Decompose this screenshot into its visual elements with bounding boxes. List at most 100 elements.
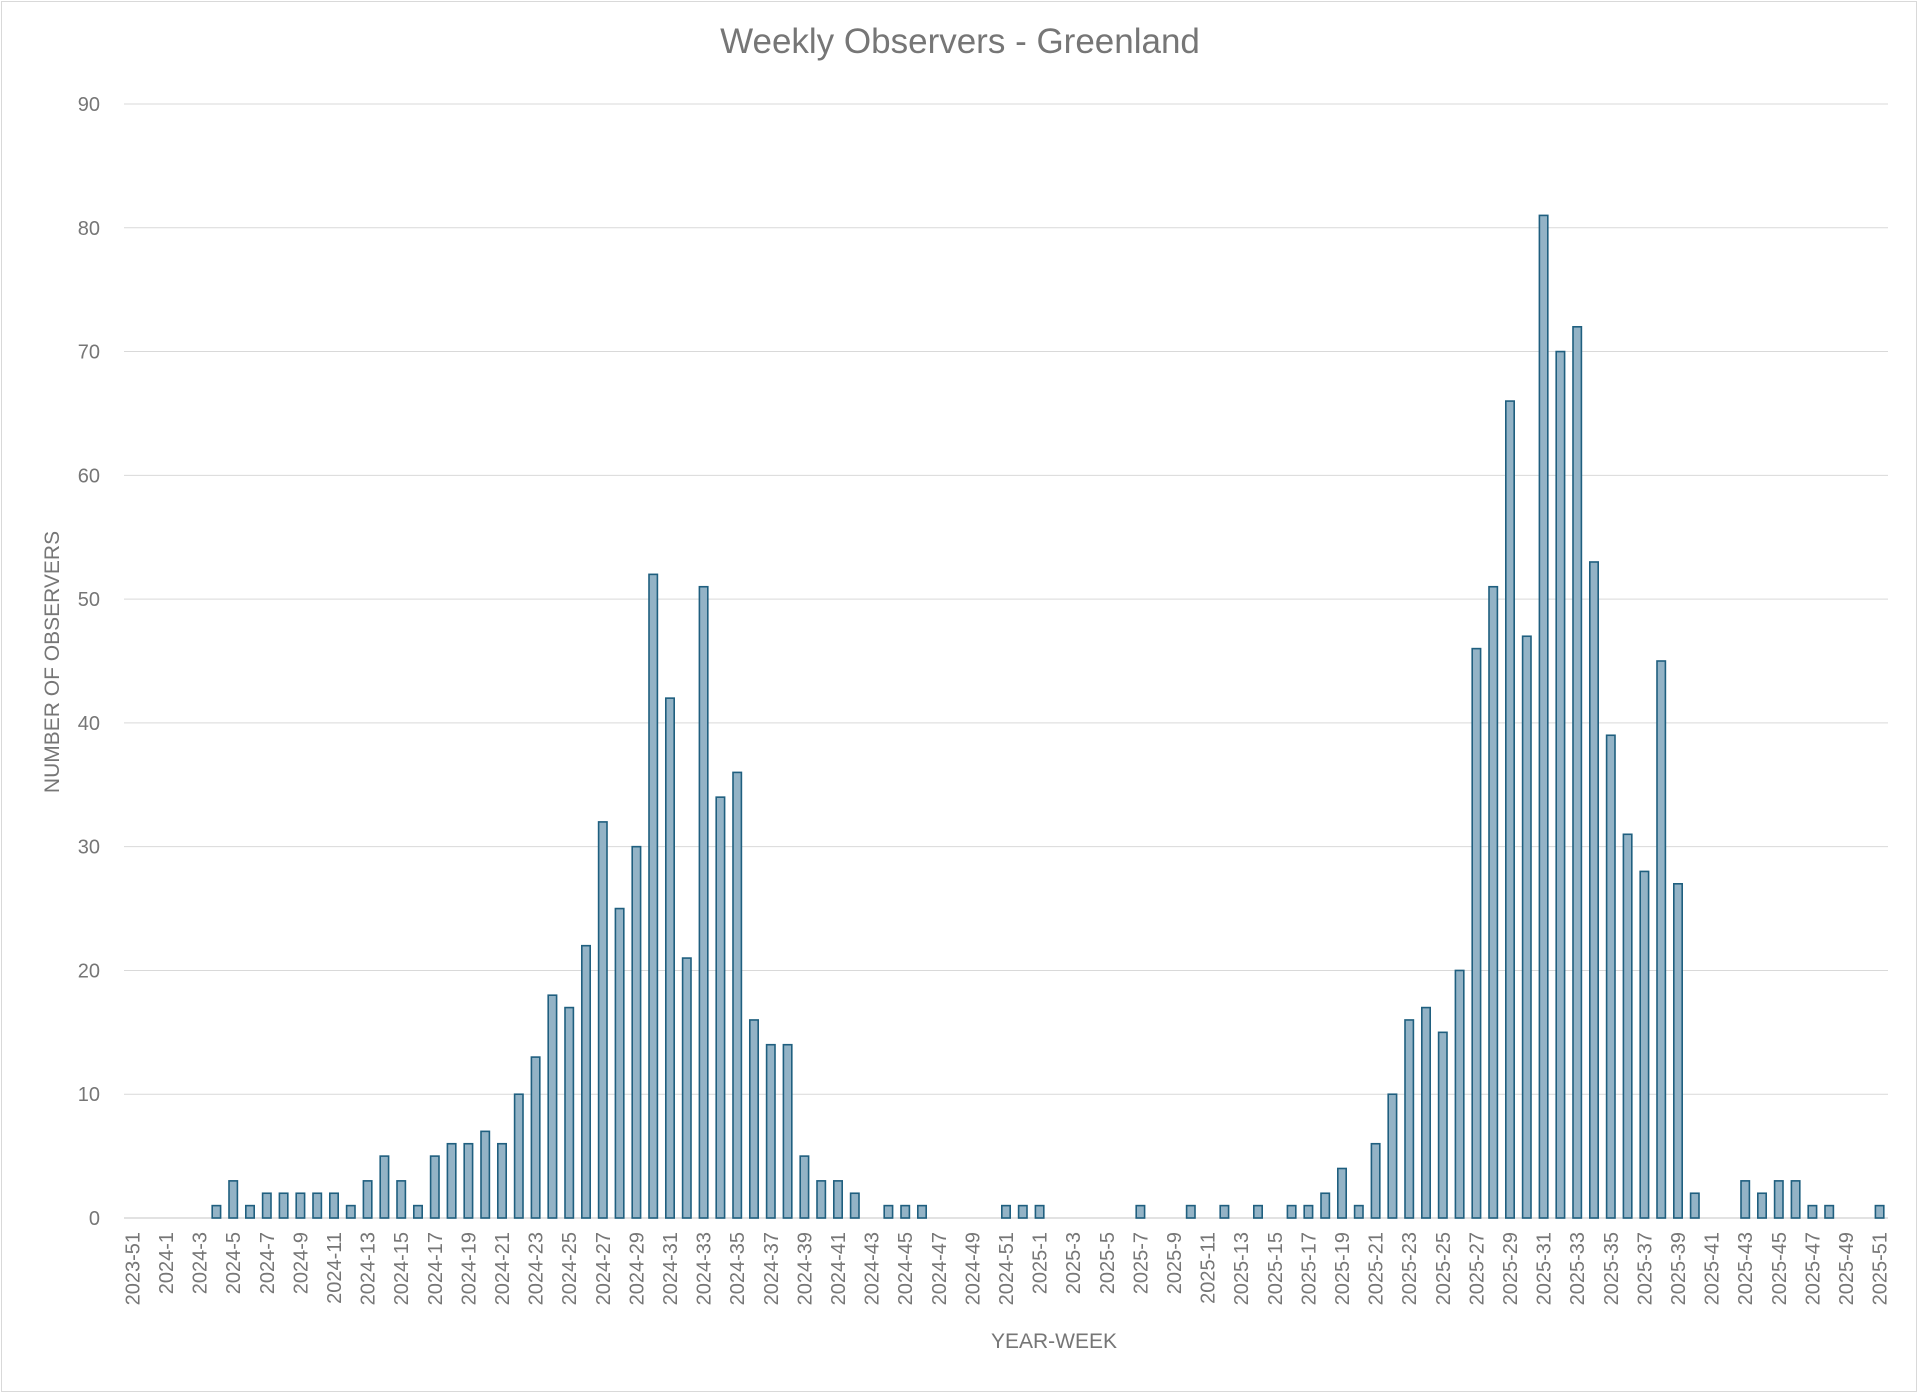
chart-title: Weekly Observers - Greenland: [720, 22, 1200, 61]
y-tick-label: 80: [78, 218, 100, 240]
bar-2025-16: [1286, 1204, 1297, 1219]
x-tick-label: 2025-35: [1601, 1232, 1623, 1305]
x-tick-label: 2025-19: [1332, 1232, 1354, 1305]
bar-2025-10: [1185, 1204, 1196, 1219]
x-tick-label: 2024-19: [458, 1232, 480, 1305]
x-tick-label: 2024-37: [761, 1232, 783, 1305]
bar-2024-42: [849, 1192, 860, 1219]
bar-2024-19: [463, 1142, 474, 1219]
bar-2024-15: [396, 1180, 407, 1219]
bar-2024-41: [832, 1180, 843, 1219]
x-tick-label: 2024-35: [727, 1232, 749, 1305]
bar-2024-20: [480, 1130, 491, 1219]
bar-2025-38: [1656, 660, 1667, 1219]
bar-2025-35: [1605, 734, 1616, 1219]
y-tick-label: 50: [78, 589, 100, 611]
bar-2024-6: [245, 1204, 256, 1219]
bar-2024-23: [530, 1056, 541, 1219]
x-tick-label: 2025-13: [1231, 1232, 1253, 1305]
bar-2024-32: [681, 957, 692, 1219]
bar-2025-37: [1639, 870, 1650, 1219]
y-tick-label: 20: [78, 960, 100, 982]
x-tick-label: 2023-51: [122, 1232, 144, 1305]
bar-2024-7: [261, 1192, 272, 1219]
x-tick-label: 2024-51: [996, 1232, 1018, 1305]
x-tick-label: 2024-29: [626, 1232, 648, 1305]
bar-2025-19: [1337, 1167, 1348, 1219]
bar-2025-47: [1807, 1204, 1818, 1219]
x-tick-label: 2024-17: [425, 1232, 447, 1305]
bar-2025-22: [1387, 1093, 1398, 1219]
x-tick-label: 2024-13: [358, 1232, 380, 1305]
x-tick-label: 2025-49: [1836, 1232, 1858, 1305]
bar-2025-28: [1488, 585, 1499, 1219]
bar-2025-36: [1622, 833, 1633, 1219]
y-tick-label: 90: [78, 94, 100, 116]
bar-2024-46: [916, 1204, 927, 1219]
bar-2024-14: [379, 1155, 390, 1219]
x-tick-label: 2025-51: [1870, 1232, 1892, 1305]
x-tick-label: 2024-15: [391, 1232, 413, 1305]
bar-2024-37: [765, 1043, 776, 1219]
bar-2024-5: [228, 1180, 239, 1219]
x-tick-label: 2024-7: [257, 1232, 279, 1294]
bar-2024-35: [732, 771, 743, 1219]
x-tick-label: 2024-47: [929, 1232, 951, 1305]
x-tick-label: 2025-37: [1634, 1232, 1656, 1305]
bar-2024-29: [631, 845, 642, 1219]
x-tick-label: 2024-9: [290, 1232, 312, 1294]
x-axis-ticks: 2023-51 2024-1 2024-3 2024-5 2024-7 2024-9 202…: [122, 1232, 1891, 1305]
bar-2024-21: [496, 1142, 507, 1219]
bar-2025-34: [1589, 561, 1600, 1219]
bar-2024-33: [698, 585, 709, 1219]
bar-2025-21: [1370, 1142, 1381, 1219]
bar-2024-11: [328, 1192, 339, 1219]
x-tick-label: 2024-33: [694, 1232, 716, 1305]
bar-2025-48: [1824, 1204, 1835, 1219]
y-tick-label: 70: [78, 342, 100, 364]
bar-2025-12: [1219, 1204, 1230, 1219]
x-tick-label: 2024-3: [190, 1232, 212, 1294]
x-tick-label: 2025-41: [1702, 1232, 1724, 1305]
y-tick-label: 10: [78, 1084, 100, 1106]
x-tick-label: 2025-29: [1500, 1232, 1522, 1305]
x-tick-label: 2025-31: [1534, 1232, 1556, 1305]
bar-2025-26: [1454, 969, 1465, 1219]
bar-2024-36: [748, 1019, 759, 1219]
bar-2024-12: [345, 1204, 356, 1219]
bar-2024-4: [211, 1204, 222, 1219]
bar-2024-39: [799, 1155, 810, 1219]
bar-2024-10: [312, 1192, 323, 1219]
bar-2024-45: [900, 1204, 911, 1219]
x-tick-label: 2025-45: [1769, 1232, 1791, 1305]
x-tick-label: 2025-39: [1668, 1232, 1690, 1305]
bar-2024-18: [446, 1142, 457, 1219]
x-tick-label: 2024-31: [660, 1232, 682, 1305]
bar-2024-13: [362, 1180, 373, 1219]
bar-2024-52: [1017, 1204, 1028, 1219]
x-tick-label: 2024-25: [559, 1232, 581, 1305]
x-tick-label: 2025-27: [1466, 1232, 1488, 1305]
bar-2025-40: [1689, 1192, 1700, 1219]
y-tick-label: 0: [89, 1208, 100, 1230]
bar-2024-28: [614, 907, 625, 1219]
x-tick-label: 2025-21: [1366, 1232, 1388, 1305]
x-tick-label: 2025-25: [1433, 1232, 1455, 1305]
x-tick-label: 2024-5: [223, 1232, 245, 1294]
bar-2025-44: [1757, 1192, 1768, 1219]
x-tick-label: 2024-41: [828, 1232, 850, 1305]
bar-2024-30: [648, 573, 659, 1219]
x-tick-label: 2024-43: [862, 1232, 884, 1305]
bar-2024-25: [564, 1006, 575, 1219]
bars: [211, 214, 1885, 1219]
bar-2025-33: [1572, 325, 1583, 1219]
x-tick-label: 2024-49: [962, 1232, 984, 1305]
x-tick-label: 2025-1: [1030, 1232, 1052, 1294]
x-tick-label: 2025-11: [1198, 1232, 1220, 1304]
x-tick-label: 2025-43: [1735, 1232, 1757, 1305]
bar-2024-9: [295, 1192, 306, 1219]
bar-2025-17: [1303, 1204, 1314, 1219]
bar-2025-43: [1740, 1180, 1751, 1219]
bar-2025-39: [1673, 882, 1684, 1219]
bar-2025-7: [1135, 1204, 1146, 1219]
